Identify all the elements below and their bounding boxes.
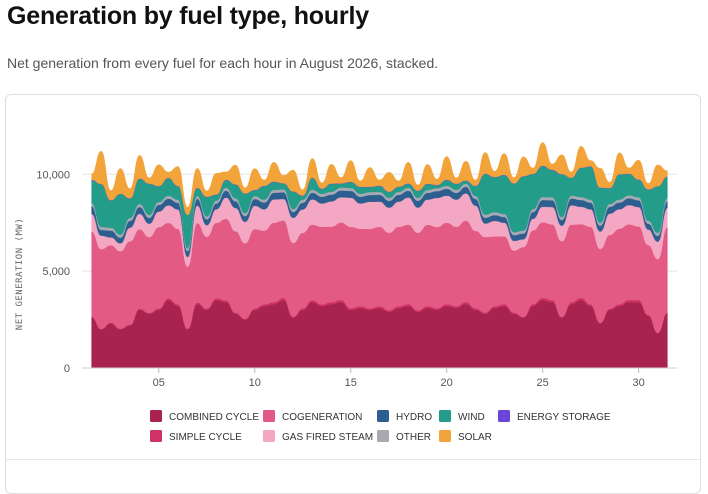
card-divider xyxy=(5,459,701,460)
x-tick-label: 10 xyxy=(249,377,261,389)
legend-item-wind[interactable]: WIND xyxy=(439,410,485,423)
x-tick-label: 25 xyxy=(537,377,549,389)
legend-label: WIND xyxy=(458,412,485,423)
area-solar xyxy=(91,142,668,216)
area-combined-cycle xyxy=(91,299,668,369)
legend-item-cogeneration[interactable]: COGENERATION xyxy=(263,410,362,423)
legend-swatch xyxy=(150,410,162,422)
legend-swatch xyxy=(377,430,389,442)
legend-label: SIMPLE CYCLE xyxy=(169,432,242,443)
legend-label: COMBINED CYCLE xyxy=(169,412,259,423)
legend-item-gas-fired-steam[interactable]: GAS FIRED STEAM xyxy=(263,430,373,443)
legend-swatch xyxy=(263,410,275,422)
y-axis-label: NET GENERATION (MW) xyxy=(15,218,25,330)
y-tick-label: 5,000 xyxy=(42,266,70,278)
legend-label: SOLAR xyxy=(458,432,492,443)
legend-swatch xyxy=(439,430,451,442)
legend-swatch xyxy=(150,430,162,442)
legend-swatch xyxy=(498,410,510,422)
legend-label: OTHER xyxy=(396,432,431,443)
x-tick-label: 30 xyxy=(632,377,644,389)
x-tick-label: 15 xyxy=(345,377,357,389)
y-tick-label: 0 xyxy=(64,363,70,375)
legend-label: ENERGY STORAGE xyxy=(517,412,611,423)
legend-item-simple-cycle[interactable]: SIMPLE CYCLE xyxy=(150,430,242,443)
legend-item-other[interactable]: OTHER xyxy=(377,430,431,443)
y-tick-label: 10,000 xyxy=(36,169,70,181)
legend-item-combined-cycle[interactable]: COMBINED CYCLE xyxy=(150,410,259,423)
legend-item-energy-storage[interactable]: ENERGY STORAGE xyxy=(498,410,611,423)
area-series-group xyxy=(91,142,668,369)
page-subtitle: Net generation from every fuel for each … xyxy=(7,55,439,71)
legend-label: HYDRO xyxy=(396,412,432,423)
page-title: Generation by fuel type, hourly xyxy=(7,2,369,30)
axes: 0 5,000 10,000 05 10 15 20 25 30 xyxy=(36,169,677,389)
legend-swatch xyxy=(263,430,275,442)
legend-label: GAS FIRED STEAM xyxy=(282,432,373,443)
legend-item-hydro[interactable]: HYDRO xyxy=(377,410,432,423)
legend-item-solar[interactable]: SOLAR xyxy=(439,430,492,443)
legend: COMBINED CYCLE COGENERATION HYDRO WIND ENERG… xyxy=(150,410,611,443)
x-tick-label: 05 xyxy=(153,377,165,389)
legend-label: COGENERATION xyxy=(282,412,362,423)
legend-swatch xyxy=(377,410,389,422)
x-tick-label: 20 xyxy=(441,377,453,389)
legend-swatch xyxy=(439,410,451,422)
